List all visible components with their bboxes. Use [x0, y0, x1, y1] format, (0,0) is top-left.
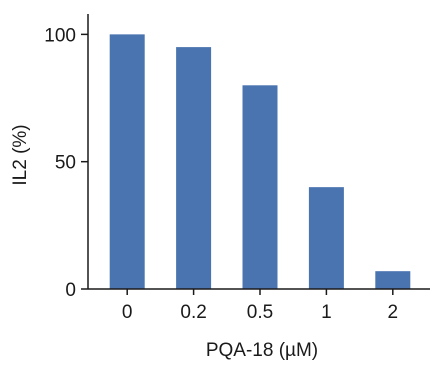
bar-2 [375, 271, 411, 289]
y-axis-title: IL2 (%) [10, 124, 31, 185]
x-tick-label: 0.5 [247, 302, 273, 323]
bar-0-5 [242, 85, 278, 289]
x-tick-label: 2 [388, 302, 399, 323]
x-tick-label: 0.2 [180, 302, 206, 323]
y-axis-ticks: 0 50 100 [44, 25, 88, 301]
y-tick-label: 50 [55, 153, 76, 174]
y-tick-label: 0 [65, 280, 76, 301]
bars-group [109, 34, 411, 290]
bar-0 [109, 34, 145, 290]
y-tick-label: 100 [44, 25, 76, 46]
x-tick-label: 1 [321, 302, 332, 323]
x-axis-ticks: 0 0.2 0.5 1 2 [122, 289, 398, 323]
x-axis-title: PQA-18 (µM) [206, 340, 318, 361]
bar-0-2 [176, 47, 212, 289]
x-tick-label: 0 [122, 302, 133, 323]
bar-1 [308, 187, 344, 289]
